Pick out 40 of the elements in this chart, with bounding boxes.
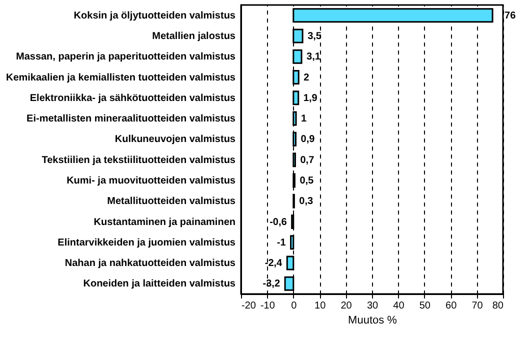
bar	[292, 49, 302, 64]
x-tick-label: 30	[366, 300, 378, 312]
y-tick-label: Elektroniikka- ja sähkötuotteiden valmistus	[30, 92, 236, 104]
x-tick-label: 10	[314, 300, 326, 312]
data-label: -2,4	[264, 258, 283, 270]
x-tick-label: -20	[242, 300, 256, 312]
data-label: 1,9	[303, 92, 318, 104]
x-tick-label: 20	[340, 300, 352, 312]
data-label: 0,5	[300, 175, 314, 186]
x-tick-label: 60	[446, 300, 458, 312]
x-tick-label: 80	[492, 300, 504, 312]
y-tick-label: Koksin ja öljytuotteiden valmistus	[74, 10, 236, 22]
y-tick-label: Ei-metallisten mineraalituotteiden valmistus	[26, 114, 236, 125]
data-label: -1	[276, 237, 286, 248]
data-label: -0,6	[270, 216, 288, 228]
data-label: 0,3	[299, 196, 314, 208]
y-tick-label: Koneiden ja laitteiden valmistus	[83, 278, 236, 290]
y-tick-label: Massan, paperin ja paperituotteiden valmistus	[16, 52, 236, 63]
data-label: 0,7	[300, 154, 315, 166]
y-tick-label: Kemikaalien ja kemiallisten tuotteiden valmistus	[6, 72, 236, 84]
x-tick-label: 70	[472, 300, 484, 312]
y-tick-label: Elintarvikkeiden ja juomien valmistus	[58, 237, 236, 248]
y-tick-label: Metallien jalostus	[152, 30, 236, 42]
y-tick-label: Kustantaminen ja painaminen	[94, 216, 236, 228]
data-label: 76	[504, 10, 516, 22]
y-tick-label: Metallituotteiden valmistus	[107, 196, 236, 208]
data-label: 3,1	[306, 52, 321, 63]
data-label: 2	[304, 72, 310, 84]
data-label: -3,2	[262, 278, 280, 290]
x-axis-title: Muutos %	[348, 314, 398, 326]
data-label: 1	[301, 114, 308, 125]
y-tick-label: Kulkuneuvojen valmistus	[114, 134, 236, 146]
y-tick-label: Kumi- ja muovituotteiden valmistus	[66, 175, 236, 186]
x-tick-label: 40	[393, 300, 405, 312]
x-tick-label: -10	[260, 300, 276, 312]
x-tick-label: 50	[419, 300, 431, 312]
y-tick-label: Nahan ja nahkatuotteiden valmistus	[64, 258, 236, 270]
data-label: 0,9	[300, 134, 316, 146]
x-tick-label: 0	[291, 300, 298, 312]
y-tick-label: Tekstiilien ja tekstiilituotteiden valmistus	[42, 154, 236, 166]
